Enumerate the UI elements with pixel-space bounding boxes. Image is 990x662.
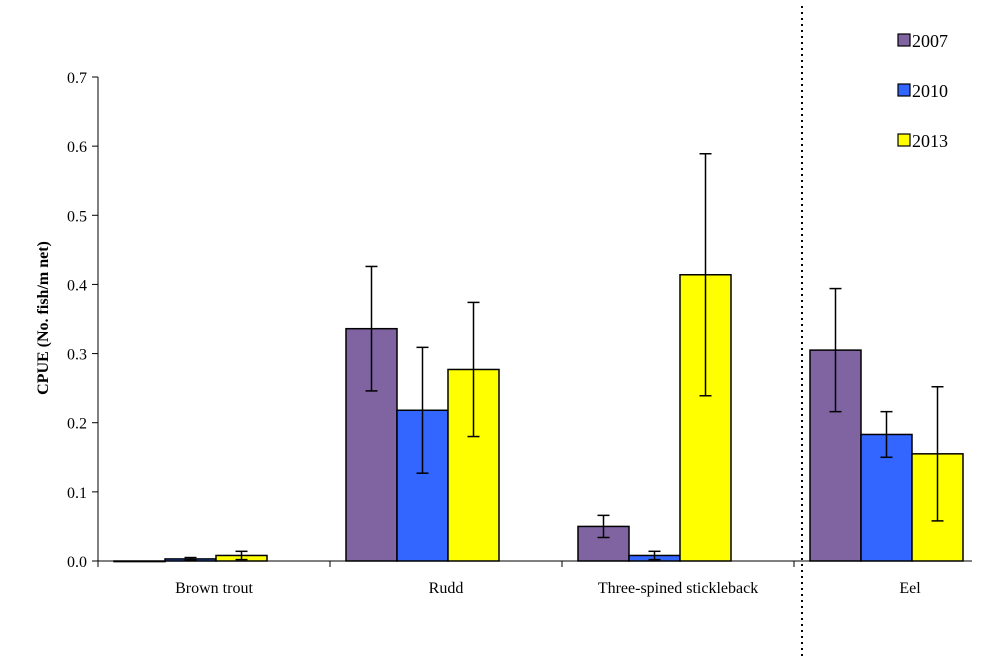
error-bar-2007-eel [829, 287, 842, 413]
y-axis-title: CPUE (No. fish/m net) [35, 241, 52, 395]
y-tick-label-3: 0.3 [67, 347, 87, 364]
error-bar-2013-three-spined-stickleback [699, 152, 712, 397]
legend-item-2013: 2013 [897, 131, 948, 151]
x-axis: Brown trout Rudd Three-spined stickleback E… [97, 560, 972, 597]
legend-item-2010: 2010 [897, 81, 948, 101]
y-tick-label-2: 0.2 [67, 416, 87, 433]
error-bar-2010-eel [880, 410, 893, 459]
y-tick-label-4: 0.4 [67, 277, 87, 294]
error-bar-2010-three-spined-stickleback [648, 550, 661, 561]
error-bars-group [184, 152, 944, 562]
x-tick-label-rudd: Rudd [429, 580, 464, 597]
legend-swatch [897, 133, 911, 147]
legend-label: 2007 [912, 31, 948, 51]
x-tick-label-brown-trout: Brown trout [175, 580, 253, 597]
legend-item-2007: 2007 [897, 31, 948, 51]
x-tick-label-eel: Eel [899, 580, 921, 597]
error-bar-2010-rudd [416, 346, 429, 474]
error-bar-2013-rudd [467, 301, 480, 438]
legend-swatch [897, 83, 911, 97]
error-bar-2013-brown-trout [235, 550, 248, 561]
y-tick-label-6: 0.6 [67, 139, 87, 156]
bar-2007-brown-trout [113, 560, 166, 563]
y-tick-label-0: 0.0 [67, 554, 87, 571]
error-bar-2013-eel [931, 386, 944, 522]
y-axis: 0.0 0.1 0.2 0.3 0.4 0.5 0.6 0.7 [67, 70, 99, 571]
y-tick-label-5: 0.5 [67, 208, 87, 225]
error-bar-2010-brown-trout [184, 556, 197, 562]
legend-swatch [897, 33, 911, 47]
y-tick-label-7: 0.7 [67, 70, 87, 87]
error-bar-2007-rudd [365, 265, 378, 392]
legend-label: 2010 [912, 81, 948, 101]
error-bar-2007-three-spined-stickleback [597, 514, 610, 539]
legend-label: 2013 [912, 131, 948, 151]
bars-group [113, 273, 964, 563]
y-tick-label-1: 0.1 [67, 485, 87, 502]
legend: 2007 2010 2013 [897, 31, 948, 151]
x-tick-label-three-spined-stickleback: Three-spined stickleback [598, 580, 758, 597]
